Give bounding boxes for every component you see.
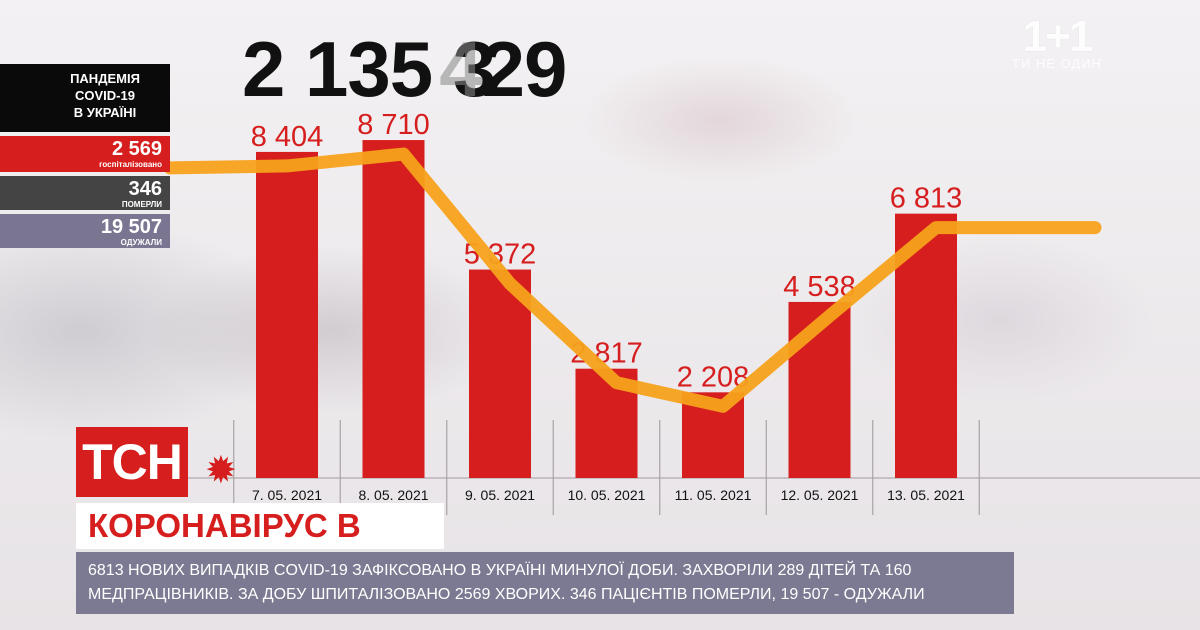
recovered-value: 19 507 — [100, 216, 162, 238]
died-caption: ПОМЕРЛИ — [121, 200, 162, 209]
channel-logo: 1+1 ТИ НЕ ОДИН — [1012, 12, 1102, 71]
died-stat: 346 ПОМЕРЛИ — [0, 176, 170, 210]
x-tick-label-4: 10. 05. 2021 — [568, 487, 646, 503]
died-value: 346 — [128, 178, 162, 200]
x-tick-label-1: 7. 05. 2021 — [252, 487, 322, 503]
hospitalized-value: 2 569 — [111, 138, 162, 160]
x-tick-label-7: 13. 05. 2021 — [887, 487, 965, 503]
bar-2 — [362, 140, 425, 478]
hospitalized-caption: госпіталізовано — [99, 160, 162, 169]
channel-name: 1+1 — [1022, 12, 1094, 61]
channel-tagline: ТИ НЕ ОДИН — [1012, 56, 1102, 71]
recovered-caption: ОДУЖАЛИ — [120, 238, 162, 247]
x-tick-label-5: 11. 05. 2021 — [675, 487, 752, 503]
bar-3 — [469, 269, 531, 478]
total-cases-ghost-digit: 4 — [439, 25, 482, 113]
x-tick-label-6: 12. 05. 2021 — [781, 487, 859, 503]
news-ticker: 6813 НОВИХ ВИПАДКІВ COVID-19 ЗАФІКСОВАНО… — [76, 552, 1014, 614]
tsn-logo: ТСН — [76, 427, 188, 497]
bar-1 — [256, 151, 318, 478]
x-tick-label-3: 9. 05. 2021 — [465, 487, 535, 503]
bar-value-label-2: 8 710 — [357, 109, 430, 141]
headline: КОРОНАВІРУС В УКРАЇНІ — [76, 503, 444, 590]
virus-icon: ✹ — [205, 450, 237, 492]
x-tick-label-2: 8. 05. 2021 — [358, 487, 428, 503]
panel-title: ПАНДЕМІЯ COVID-19 В УКРАЇНІ — [0, 64, 170, 132]
bar-value-label-1: 8 404 — [251, 121, 324, 153]
bar-value-label-7: 6 813 — [890, 183, 963, 215]
hospitalized-stat: 2 569 госпіталізовано — [0, 136, 170, 172]
trend-line — [163, 147, 1102, 413]
recovered-stat: 19 507 ОДУЖАЛИ — [0, 214, 170, 248]
total-cases-counter: 2 135 3429 — [242, 25, 567, 113]
